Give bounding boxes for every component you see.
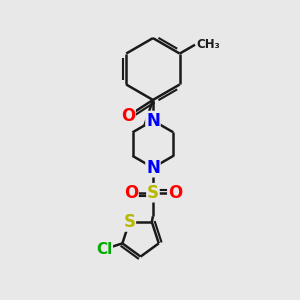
Text: O: O — [124, 184, 138, 202]
Text: N: N — [146, 159, 160, 177]
Text: Cl: Cl — [96, 242, 112, 257]
Text: N: N — [146, 112, 160, 130]
Text: S: S — [147, 184, 159, 202]
Text: O: O — [121, 107, 135, 125]
Text: S: S — [123, 213, 135, 231]
Text: CH₃: CH₃ — [196, 38, 220, 51]
Text: O: O — [168, 184, 182, 202]
